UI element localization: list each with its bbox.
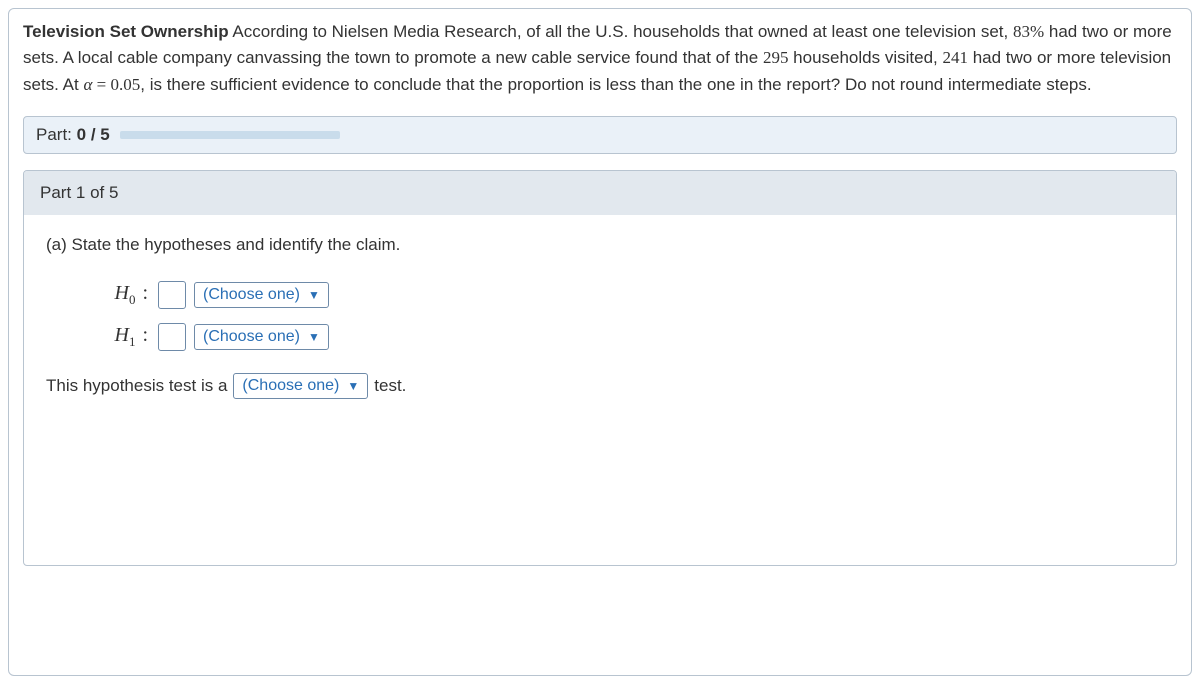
h0-label: H0 : (106, 282, 148, 308)
question-container: Television Set Ownership According to Ni… (8, 8, 1192, 676)
h0-dropdown-label: (Choose one) (203, 286, 300, 304)
h1-subscript: 1 (129, 334, 136, 349)
progress-sep: / (86, 125, 100, 144)
chevron-down-icon: ▼ (308, 288, 320, 302)
equals-sign: = (92, 75, 110, 94)
chevron-down-icon: ▼ (347, 379, 359, 393)
h1-colon: : (137, 324, 148, 346)
sentence-post: test. (374, 376, 406, 396)
progress-label: Part: 0 / 5 (36, 125, 110, 145)
h0-row: H0 : (Choose one) ▼ (106, 281, 1154, 309)
h1-letter: H (114, 324, 128, 346)
h0-subscript: 0 (129, 292, 136, 307)
part-panel: Part 1 of 5 (a) State the hypotheses and… (23, 170, 1177, 566)
problem-text-3: households visited, (788, 48, 942, 67)
test-type-dropdown[interactable]: (Choose one) ▼ (233, 373, 368, 399)
part-header: Part 1 of 5 (24, 171, 1176, 215)
h1-row: H1 : (Choose one) ▼ (106, 323, 1154, 351)
problem-title: Television Set Ownership (23, 22, 229, 41)
problem-text-5: , is there sufficient evidence to conclu… (140, 75, 1091, 94)
h1-dropdown-label: (Choose one) (203, 328, 300, 346)
progress-track (120, 131, 340, 139)
h0-colon: : (137, 282, 148, 304)
alpha-value: 0.05 (111, 75, 141, 94)
n-success: 241 (942, 48, 968, 67)
problem-text-1: According to Nielsen Media Research, of … (229, 22, 1013, 41)
test-type-sentence: This hypothesis test is a (Choose one) ▼… (46, 373, 1154, 399)
progress-total: 5 (100, 125, 109, 144)
chevron-down-icon: ▼ (308, 330, 320, 344)
n-households: 295 (763, 48, 789, 67)
sentence-pre: This hypothesis test is a (46, 376, 227, 396)
h0-claim-dropdown[interactable]: (Choose one) ▼ (194, 282, 329, 308)
progress-prefix: Part: (36, 125, 77, 144)
h0-value-input[interactable] (158, 281, 186, 309)
h1-value-input[interactable] (158, 323, 186, 351)
part-body: (a) State the hypotheses and identify th… (24, 215, 1176, 565)
pct-value: 83% (1013, 22, 1044, 41)
test-type-dropdown-label: (Choose one) (242, 377, 339, 395)
h1-claim-dropdown[interactable]: (Choose one) ▼ (194, 324, 329, 350)
h0-letter: H (114, 282, 128, 304)
progress-current: 0 (77, 125, 86, 144)
part-question: (a) State the hypotheses and identify th… (46, 235, 1154, 255)
problem-statement: Television Set Ownership According to Ni… (23, 19, 1177, 98)
progress-bar: Part: 0 / 5 (23, 116, 1177, 154)
h1-label: H1 : (106, 324, 148, 350)
